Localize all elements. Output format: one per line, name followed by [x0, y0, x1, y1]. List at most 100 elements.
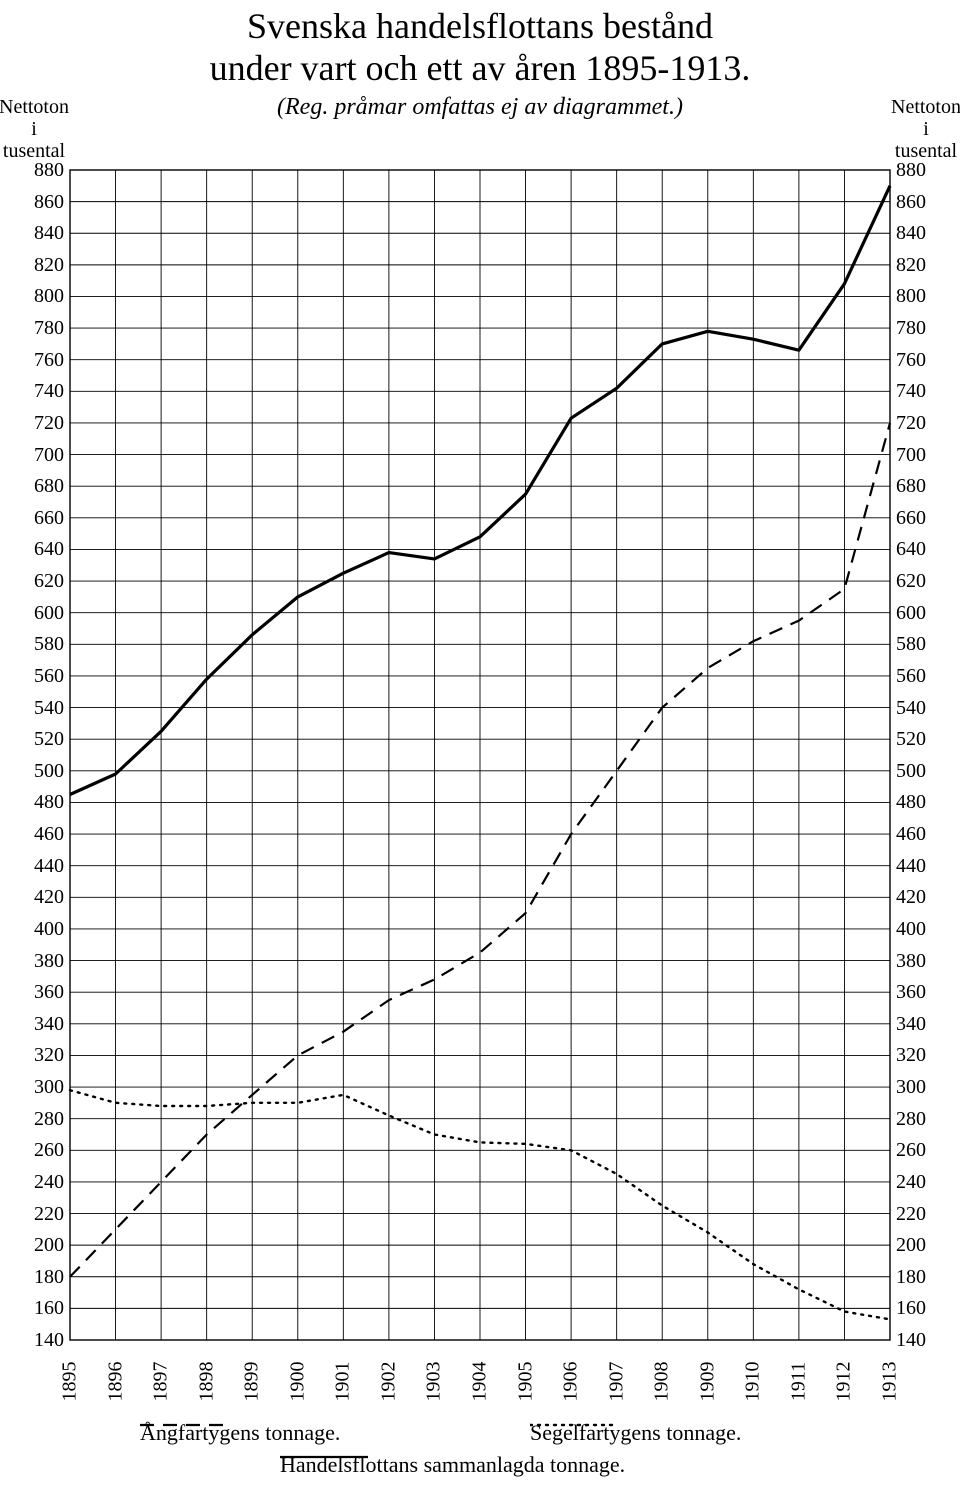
x-tick-label: 1909 — [696, 1352, 719, 1412]
y-tick-label: 680 — [0, 476, 64, 496]
legend-item-segelfartygens: Segelfartygens tonnage. — [530, 1420, 741, 1446]
y-tick-label: 760 — [896, 350, 926, 370]
y-tick-label: 320 — [896, 1045, 926, 1065]
y-tick-label: 820 — [896, 255, 926, 275]
y-tick-label: 140 — [0, 1330, 64, 1350]
x-tick-label: 1900 — [286, 1352, 309, 1412]
x-tick-label: 1906 — [560, 1352, 583, 1412]
legend-item-sammanlagda: Handelsflottans sammanlagda tonnage. — [280, 1452, 625, 1478]
x-tick-label: 1903 — [423, 1352, 446, 1412]
x-tick-label: 1901 — [332, 1352, 355, 1412]
y-tick-label: 600 — [0, 603, 64, 623]
y-tick-label: 500 — [896, 761, 926, 781]
x-tick-label: 1896 — [104, 1352, 127, 1412]
y-tick-label: 260 — [0, 1140, 64, 1160]
y-tick-label: 640 — [0, 539, 64, 559]
x-tick-label: 1910 — [742, 1352, 765, 1412]
x-tick-label: 1913 — [879, 1352, 902, 1412]
y-tick-label: 260 — [896, 1140, 926, 1160]
y-tick-label: 540 — [0, 698, 64, 718]
y-tick-label: 480 — [0, 792, 64, 812]
y-tick-label: 300 — [0, 1077, 64, 1097]
y-tick-label: 840 — [896, 223, 926, 243]
y-tick-label: 500 — [0, 761, 64, 781]
x-tick-label: 1898 — [195, 1352, 218, 1412]
x-tick-label: 1911 — [787, 1352, 810, 1412]
y-tick-label: 680 — [896, 476, 926, 496]
y-tick-label: 620 — [0, 571, 64, 591]
y-tick-label: 580 — [896, 634, 926, 654]
y-tick-label: 540 — [896, 698, 926, 718]
y-tick-label: 880 — [0, 160, 64, 180]
y-tick-label: 720 — [0, 413, 64, 433]
y-tick-label: 160 — [896, 1298, 926, 1318]
y-tick-label: 220 — [0, 1204, 64, 1224]
y-tick-label: 700 — [896, 445, 926, 465]
x-tick-label: 1912 — [833, 1352, 856, 1412]
y-tick-label: 660 — [0, 508, 64, 528]
y-tick-label: 800 — [0, 286, 64, 306]
y-tick-label: 600 — [896, 603, 926, 623]
y-tick-label: 740 — [896, 381, 926, 401]
y-tick-label: 300 — [896, 1077, 926, 1097]
y-tick-label: 380 — [896, 951, 926, 971]
y-tick-label: 460 — [896, 824, 926, 844]
y-tick-label: 660 — [896, 508, 926, 528]
y-tick-label: 200 — [896, 1235, 926, 1255]
x-tick-label: 1897 — [150, 1352, 173, 1412]
x-tick-label: 1907 — [605, 1352, 628, 1412]
y-tick-label: 520 — [0, 729, 64, 749]
legend-swatch-solid-icon — [280, 1452, 368, 1462]
y-tick-label: 760 — [0, 350, 64, 370]
y-tick-label: 400 — [0, 919, 64, 939]
y-tick-label: 240 — [896, 1172, 926, 1192]
chart-page: { "page": { "width": 960, "height": 1488… — [0, 0, 960, 1488]
y-tick-label: 340 — [0, 1014, 64, 1034]
y-tick-label: 280 — [0, 1109, 64, 1129]
y-tick-label: 860 — [896, 192, 926, 212]
y-tick-label: 420 — [0, 887, 64, 907]
y-tick-label: 360 — [896, 982, 926, 1002]
y-tick-label: 400 — [896, 919, 926, 939]
y-tick-label: 780 — [0, 318, 64, 338]
y-tick-label: 280 — [896, 1109, 926, 1129]
legend-swatch-dashed-icon — [140, 1420, 228, 1430]
y-tick-label: 180 — [896, 1267, 926, 1287]
x-tick-label: 1902 — [377, 1352, 400, 1412]
y-tick-label: 840 — [0, 223, 64, 243]
y-tick-label: 700 — [0, 445, 64, 465]
y-tick-label: 720 — [896, 413, 926, 433]
y-tick-label: 520 — [896, 729, 926, 749]
y-tick-label: 560 — [0, 666, 64, 686]
y-tick-label: 560 — [896, 666, 926, 686]
y-tick-label: 340 — [896, 1014, 926, 1034]
y-tick-label: 200 — [0, 1235, 64, 1255]
y-tick-label: 880 — [896, 160, 926, 180]
y-tick-label: 180 — [0, 1267, 64, 1287]
y-tick-label: 800 — [896, 286, 926, 306]
y-tick-label: 860 — [0, 192, 64, 212]
x-tick-label: 1904 — [469, 1352, 492, 1412]
x-tick-label: 1899 — [241, 1352, 264, 1412]
y-tick-label: 440 — [896, 856, 926, 876]
y-tick-label: 640 — [896, 539, 926, 559]
chart-plot-svg — [0, 0, 960, 1488]
y-tick-label: 220 — [896, 1204, 926, 1224]
y-tick-label: 140 — [896, 1330, 926, 1350]
y-tick-label: 740 — [0, 381, 64, 401]
y-tick-label: 420 — [896, 887, 926, 907]
y-tick-label: 480 — [896, 792, 926, 812]
y-tick-label: 320 — [0, 1045, 64, 1065]
y-tick-label: 440 — [0, 856, 64, 876]
y-tick-label: 240 — [0, 1172, 64, 1192]
legend-swatch-dotted-icon — [530, 1420, 618, 1430]
x-tick-label: 1908 — [651, 1352, 674, 1412]
y-tick-label: 360 — [0, 982, 64, 1002]
x-tick-label: 1895 — [59, 1352, 82, 1412]
y-tick-label: 620 — [896, 571, 926, 591]
y-tick-label: 460 — [0, 824, 64, 844]
y-tick-label: 380 — [0, 951, 64, 971]
y-tick-label: 820 — [0, 255, 64, 275]
y-tick-label: 580 — [0, 634, 64, 654]
y-tick-label: 160 — [0, 1298, 64, 1318]
